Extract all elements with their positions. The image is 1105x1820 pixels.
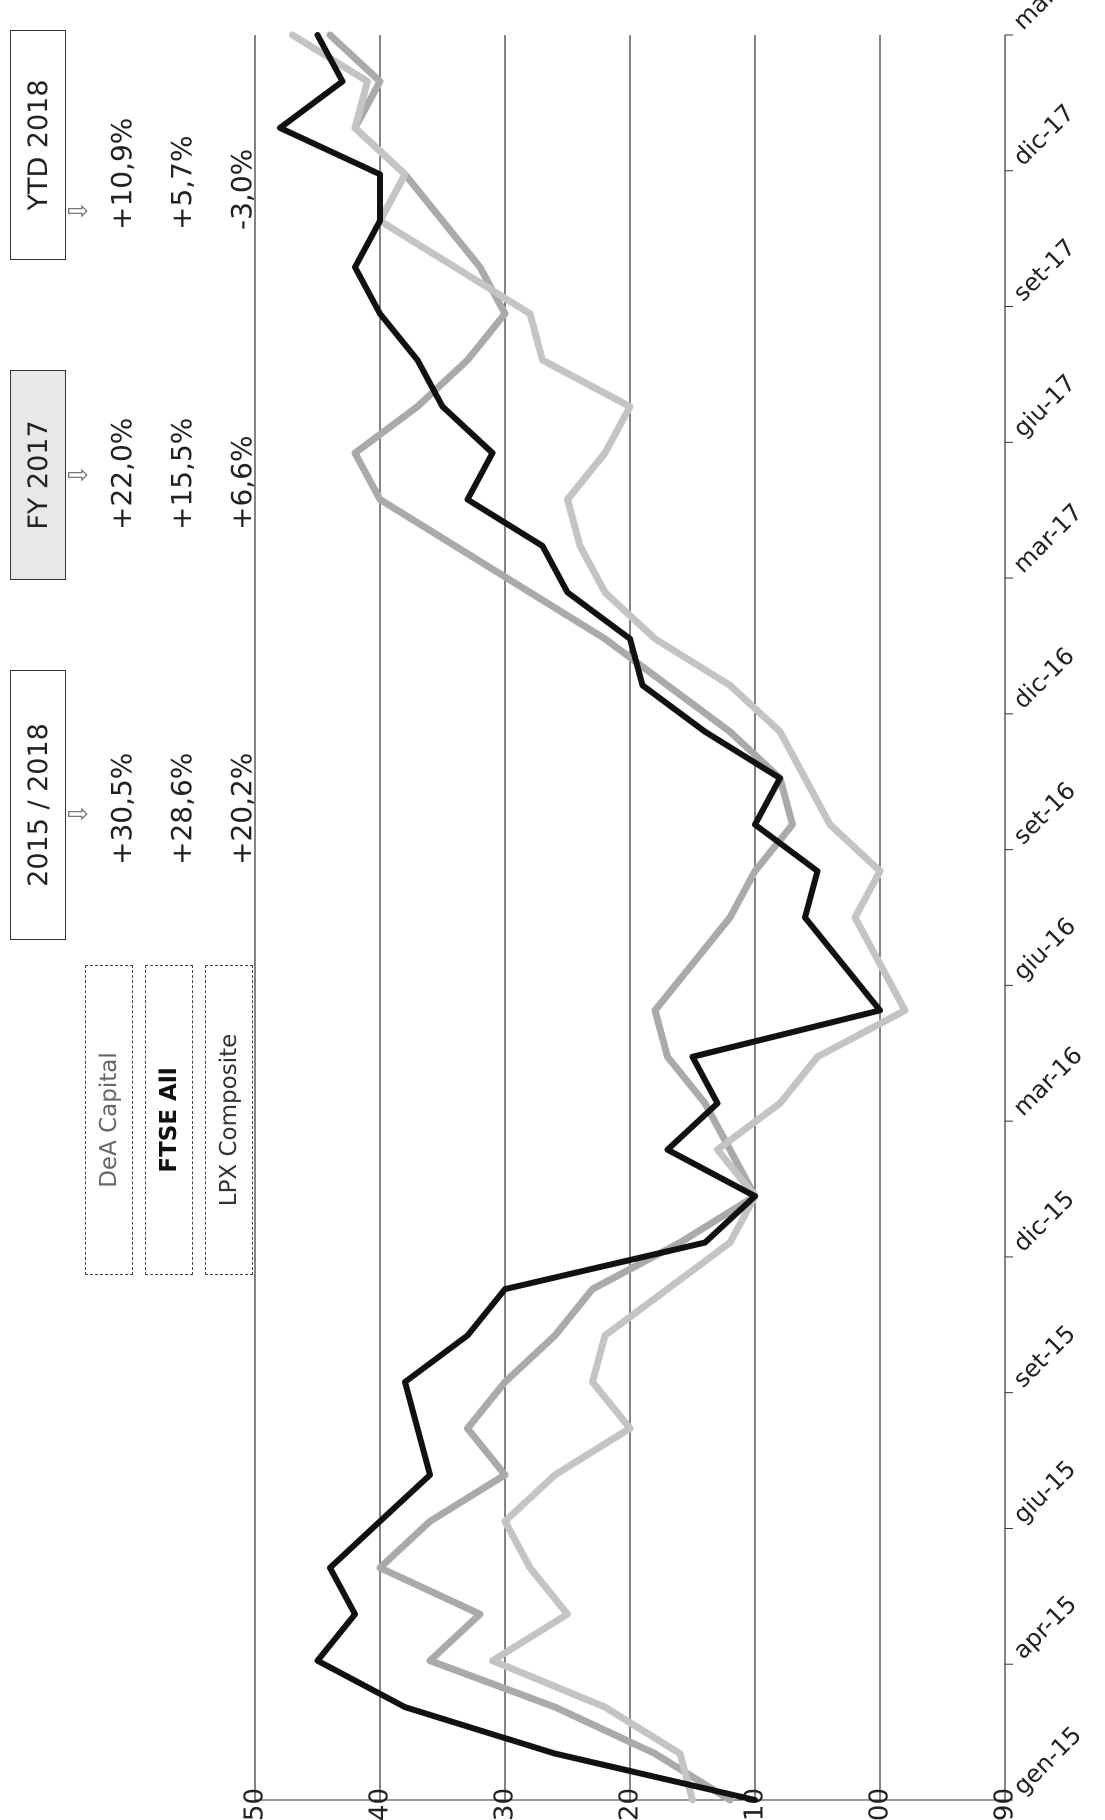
period-label: 2015 / 2018	[22, 723, 54, 887]
arrow-down-icon: ⇩	[64, 803, 94, 825]
legend-label: DeA Capital	[96, 1052, 122, 1188]
x-tick-label: giu-16	[1007, 912, 1081, 986]
legend-ftse-all: FTSE All	[145, 965, 193, 1275]
arrow-down-icon: ⇩	[64, 200, 94, 222]
y-tick-label: 1,00	[865, 1788, 895, 1820]
y-tick-label: 1,20	[615, 1788, 645, 1820]
arrow-down-icon: ⇩	[64, 464, 94, 486]
x-tick-label: mar-17	[1007, 498, 1087, 578]
x-tick-label: giu-15	[1007, 1455, 1081, 1529]
legend-dea-capital: DeA Capital	[85, 965, 133, 1275]
x-tick-label: mar-16	[1007, 1041, 1087, 1121]
y-axis-ticks: 0,90 1,00 1,10 1,20 1,30 1,40 1,50	[240, 1788, 1020, 1820]
x-tick-label: set-16	[1007, 776, 1080, 849]
y-tick-label: 0,90	[990, 1788, 1020, 1820]
y-tick-label: 1,30	[490, 1788, 520, 1820]
period-header-fy2017: FY 2017	[10, 370, 66, 580]
y-tick-label: 1,50	[240, 1788, 270, 1820]
x-tick-label: dic-17	[1007, 99, 1079, 171]
legend-label: LPX Composite	[216, 1033, 242, 1207]
x-tick-label: mar-18	[1007, 0, 1087, 35]
series-line-lpx-composite	[289, 31, 909, 1804]
value-dea-2015-2018: +30,5%	[105, 752, 138, 865]
y-tick-label: 1,10	[740, 1788, 770, 1820]
series-line-dea-capital	[326, 31, 796, 1804]
period-label: YTD 2018	[22, 79, 54, 211]
x-axis-ticks: gen-15apr-15giu-15set-15dic-15mar-16giu-…	[1005, 0, 1088, 1801]
value-ftse-ytd2018: +5,7%	[165, 135, 198, 230]
period-header-2015-2018: 2015 / 2018	[10, 670, 66, 940]
value-ftse-fy2017: +15,5%	[165, 417, 198, 530]
value-dea-fy2017: +22,0%	[105, 417, 138, 530]
legend-label: FTSE All	[156, 1067, 182, 1173]
value-lpx-ytd2018: -3,0%	[225, 148, 258, 230]
legend-lpx-composite: LPX Composite	[205, 965, 253, 1275]
x-tick-label: apr-15	[1007, 1590, 1082, 1665]
value-ftse-2015-2018: +28,6%	[165, 752, 198, 865]
x-tick-label: giu-17	[1007, 369, 1081, 443]
value-dea-ytd2018: +10,9%	[105, 117, 138, 230]
series-line-ftse-all	[277, 32, 883, 1803]
x-tick-label: dic-15	[1007, 1185, 1079, 1257]
x-tick-label: set-15	[1007, 1319, 1080, 1392]
x-tick-label: dic-16	[1007, 642, 1079, 714]
series-lines	[277, 31, 909, 1804]
period-label: FY 2017	[22, 420, 54, 530]
grid-lines	[254, 35, 1006, 1801]
value-lpx-fy2017: +6,6%	[225, 435, 258, 530]
y-tick-label: 1,40	[365, 1788, 395, 1820]
x-tick-label: set-17	[1007, 233, 1080, 306]
value-lpx-2015-2018: +20,2%	[225, 752, 258, 865]
period-header-ytd2018: YTD 2018	[10, 30, 66, 260]
